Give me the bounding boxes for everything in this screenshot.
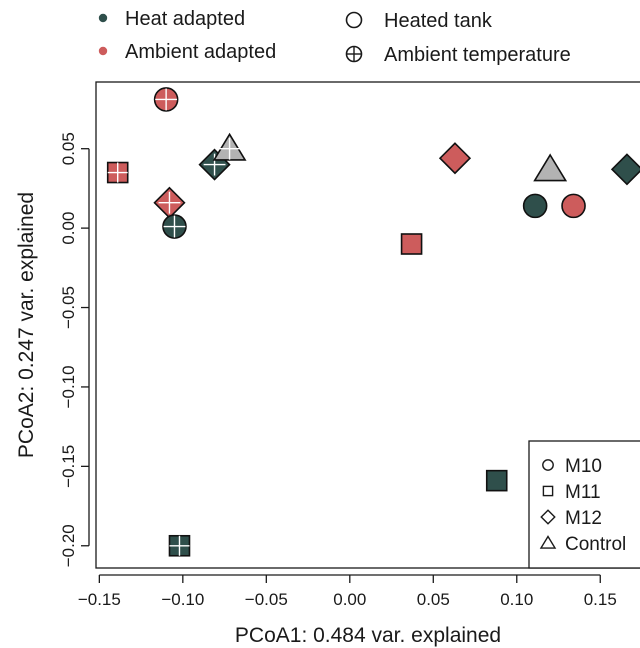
legend-triangle-icon — [539, 535, 557, 549]
data-point — [485, 469, 508, 492]
top-legend-item: Heated tank — [345, 10, 493, 32]
data-point-marker — [522, 193, 548, 219]
legend-dot-icon — [98, 46, 108, 56]
top-legend-item: Ambient adapted — [98, 41, 276, 63]
data-point — [106, 161, 129, 184]
plot-area — [95, 81, 640, 569]
shape-legend-item: M12 — [540, 508, 602, 529]
shape-legend-label: M10 — [565, 456, 602, 477]
shape-legend: M10 M11 M12 Control — [528, 440, 640, 569]
shape-legend-item: Control — [539, 534, 626, 555]
data-point — [162, 214, 187, 239]
data-point-marker — [533, 153, 568, 182]
plot-frame — [95, 81, 640, 569]
x-tick-label: 0.00 — [333, 590, 366, 609]
top-legend-item: Ambient temperature — [345, 44, 571, 66]
data-point — [522, 193, 548, 219]
legend-dot-icon — [98, 13, 108, 23]
shape-legend-label: Control — [565, 534, 626, 555]
y-tick-label: −0.10 — [59, 365, 78, 408]
data-point-marker — [610, 153, 640, 186]
top-legend-item: Heat adapted — [98, 8, 245, 30]
x-axis-label: PCoA1: 0.484 var. explained — [235, 624, 501, 647]
x-tick-label: 0.05 — [417, 590, 450, 609]
data-points — [106, 87, 640, 557]
shape-legend-item: M11 — [542, 482, 601, 503]
y-tick-label: 0.00 — [59, 212, 78, 245]
data-point — [561, 193, 586, 219]
data-point — [400, 233, 423, 255]
top-legend-label: Ambient temperature — [384, 44, 571, 66]
y-tick-label: −0.20 — [59, 524, 78, 567]
data-point — [610, 153, 640, 186]
shape-legend-label: M12 — [565, 508, 602, 529]
data-point-marker — [400, 233, 423, 255]
top-legend-label: Heat adapted — [125, 8, 245, 30]
shape-legend-box — [528, 440, 640, 569]
x-tick-label: −0.10 — [161, 590, 204, 609]
legend-circle-icon — [542, 459, 554, 471]
data-point — [438, 142, 472, 175]
data-point — [212, 132, 247, 161]
data-point-marker — [438, 142, 472, 175]
legend-circle-icon — [345, 11, 363, 29]
x-tick-label: −0.15 — [78, 590, 121, 609]
y-tick-label: 0.05 — [59, 132, 78, 165]
y-axis-label: PCoA2: 0.247 var. explained — [15, 192, 38, 458]
x-tick-label: 0.10 — [500, 590, 533, 609]
top-legend-label: Heated tank — [384, 10, 493, 32]
top-legend: Heat adapted Ambient adapted Heated tank Am… — [98, 8, 571, 66]
y-tick-label: −0.05 — [59, 286, 78, 329]
legend-square-icon — [542, 485, 554, 497]
data-point-marker — [561, 193, 586, 219]
top-legend-label: Ambient adapted — [125, 41, 276, 63]
data-point-marker — [485, 469, 508, 492]
shape-legend-item: M10 — [542, 456, 602, 477]
x-tick-label: −0.05 — [245, 590, 288, 609]
data-point — [168, 534, 191, 557]
y-tick-label: −0.15 — [59, 445, 78, 488]
data-point — [533, 153, 568, 182]
legend-diamond-icon — [540, 509, 556, 525]
y-axis: 0.05 0.00 −0.05 −0.10 −0.15 −0.20 — [59, 132, 90, 567]
x-tick-label: 0.15 — [584, 590, 617, 609]
data-point — [153, 186, 186, 219]
x-axis: −0.15 −0.10 −0.05 0.00 0.05 0.10 0.15 — [78, 574, 617, 609]
shape-legend-label: M11 — [565, 482, 601, 503]
data-point — [153, 87, 179, 112]
